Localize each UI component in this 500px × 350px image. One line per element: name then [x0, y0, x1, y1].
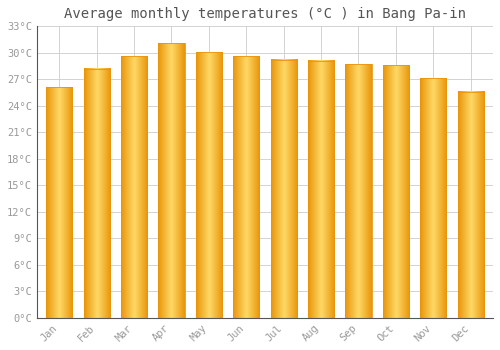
Title: Average monthly temperatures (°C ) in Bang Pa-in: Average monthly temperatures (°C ) in Ba…: [64, 7, 466, 21]
Bar: [121, 56, 147, 318]
Bar: [420, 78, 446, 318]
Bar: [458, 92, 483, 318]
Bar: [382, 65, 409, 318]
Bar: [270, 60, 296, 318]
Bar: [84, 69, 110, 318]
Bar: [158, 43, 184, 318]
Bar: [308, 61, 334, 318]
Bar: [346, 64, 372, 318]
Bar: [46, 87, 72, 318]
Bar: [233, 56, 260, 318]
Bar: [196, 52, 222, 318]
